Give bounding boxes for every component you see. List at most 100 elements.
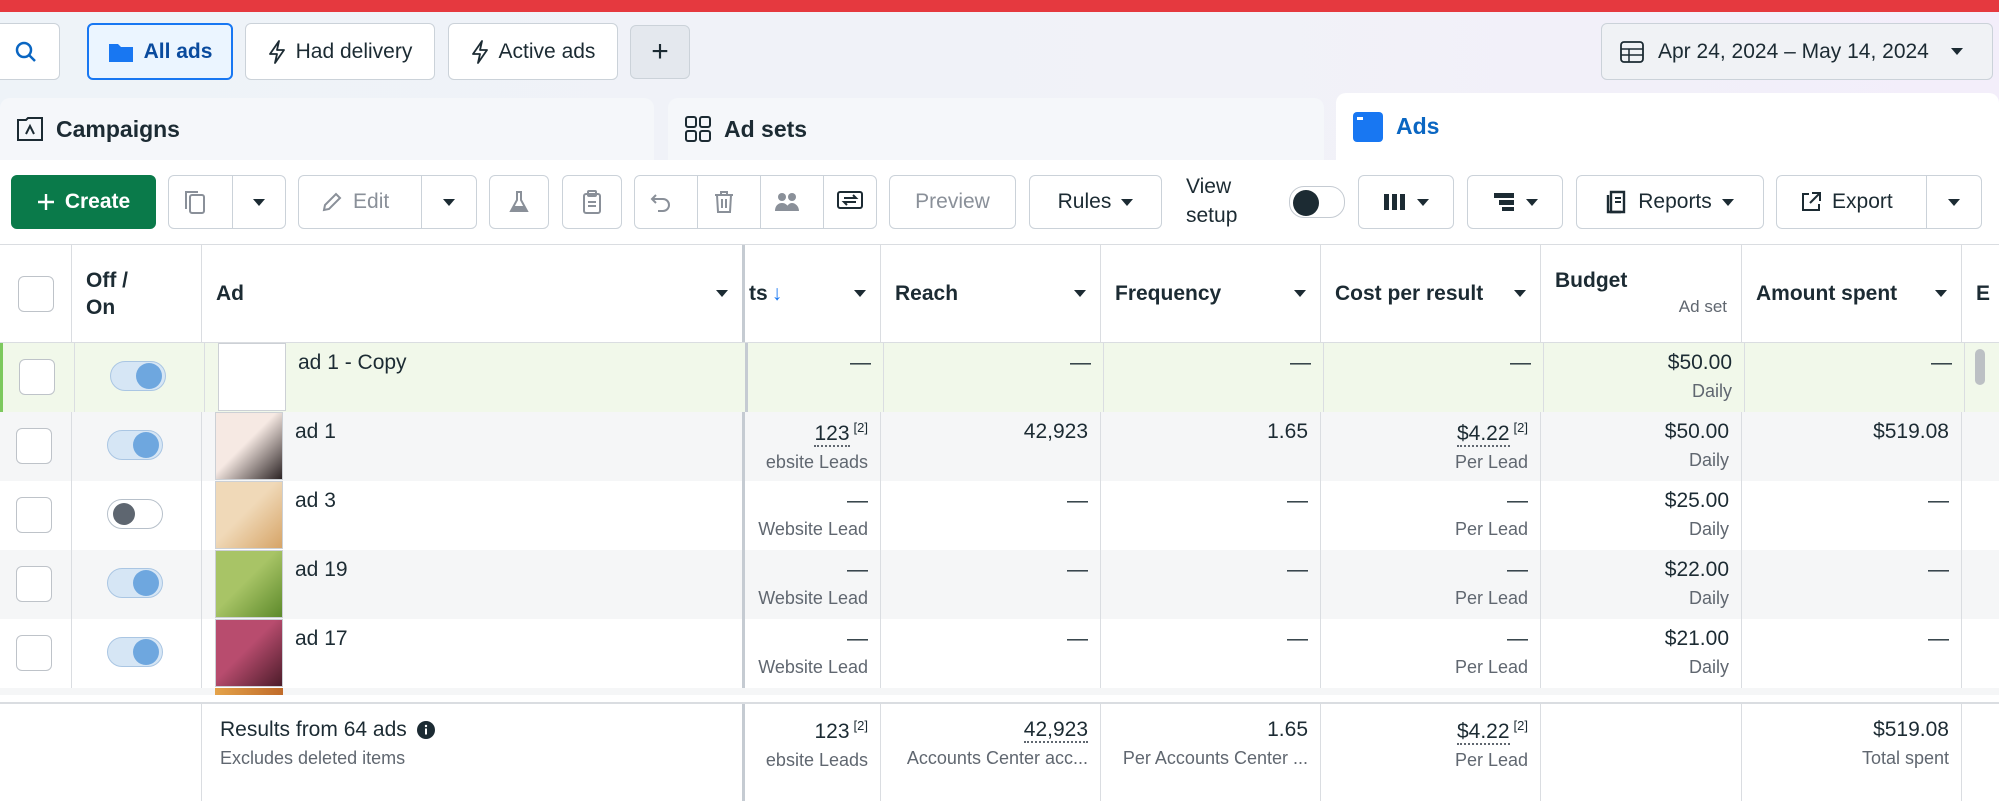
duplicate-button[interactable] [169,176,222,228]
reach-value: — [1067,489,1088,512]
row-ad-cell: ad 1 [202,412,745,481]
footer-reach: 42,923 Accounts Center acc... [881,704,1101,801]
footer-summary: Results from 64 ads Excludes deleted ite… [202,704,745,801]
chevron-down-icon [1074,290,1086,297]
rules-button[interactable]: Rules [1029,175,1162,229]
column-next[interactable]: E [1962,245,1999,342]
duplicate-dropdown[interactable] [231,176,285,228]
ad-thumbnail[interactable] [215,619,283,687]
edit-dropdown[interactable] [421,176,476,228]
vertical-scrollbar[interactable] [1975,349,1985,385]
search-button[interactable] [0,23,60,80]
ad-status-toggle[interactable] [107,568,163,598]
clipboard-button[interactable] [562,175,622,229]
reach-value: — [1067,627,1088,650]
select-all-checkbox[interactable] [17,275,54,312]
compare-button[interactable] [822,176,876,228]
ad-thumbnail[interactable] [215,412,283,480]
row-select-cell [0,619,72,688]
column-next-label: E [1976,281,1991,305]
alert-strip [0,0,1999,12]
column-reach[interactable]: Reach [881,245,1101,342]
preview-button[interactable]: Preview [889,175,1016,229]
lightning-icon [268,39,286,64]
footer-reach-value[interactable]: 42,923 [1023,718,1088,743]
ad-status-toggle[interactable] [107,499,163,529]
chevron-down-icon [1294,290,1306,297]
results-value: — [847,489,868,512]
ad-thumbnail[interactable] [218,343,286,411]
tab-ad-sets[interactable]: Ad sets [668,98,1324,160]
row-checkbox[interactable] [16,428,52,464]
create-button[interactable]: Create [11,175,156,229]
table-row[interactable]: ad 3 — Website Lead — — — Per Lead $25.00 Daily — [0,481,1999,550]
add-filter-button[interactable]: + [630,25,690,79]
undo-button[interactable] [635,176,687,228]
audience-button[interactable] [760,176,813,228]
table-row[interactable]: ad 17 — Website Lead — — — Per Lead $21.00 Daily… [0,619,1999,688]
cost-value: $4.22 [1456,422,1510,447]
date-range-label: Apr 24, 2024 – May 14, 2024 [1658,39,1929,63]
budget-period: Daily [1688,450,1729,470]
column-off-on: Off / On [72,245,202,342]
filter-all-ads[interactable]: All ads [87,23,233,80]
ad-name[interactable]: ad 1 [295,420,336,443]
column-amount-spent[interactable]: Amount spent [1742,245,1962,342]
delete-button[interactable] [697,176,750,228]
footer-cost-sup: [2] [1513,718,1528,733]
column-cost-per-result[interactable]: Cost per result [1321,245,1541,342]
ad-name[interactable]: ad 19 [295,558,348,581]
sort-arrow-icon: ↓ [771,281,783,305]
table-row[interactable]: ad 1 - Copy — — — — $50.00 Daily — [0,343,1999,412]
row-checkbox[interactable] [16,497,52,533]
row-reach-cell: 42,923 [881,412,1101,481]
footer-results-value: 123 [814,720,850,743]
reports-label: Reports [1638,190,1712,213]
column-budget[interactable]: Budget Ad set [1541,245,1742,342]
column-ad[interactable]: Ad [202,245,745,342]
column-off-on-label: Off / On [86,268,128,319]
row-checkbox[interactable] [16,635,52,671]
column-cost-per-result-label: Cost per result [1335,281,1484,305]
reports-button[interactable]: Reports [1576,175,1764,229]
column-frequency[interactable]: Frequency [1101,245,1321,342]
footer-cost-value[interactable]: $4.22 [1456,720,1510,745]
ad-status-toggle[interactable] [107,637,163,667]
filter-active-ads[interactable]: Active ads [448,23,618,80]
chevron-down-icon [716,290,728,297]
filter-had-delivery[interactable]: Had delivery [245,23,435,80]
row-next-cell [1962,412,1999,481]
table-row[interactable]: ad 19 — Website Lead — — — Per Lead $22.00 Daily… [0,550,1999,619]
row-budget-cell: $21.00 Daily [1541,619,1742,688]
tab-ads-label: Ads [1396,113,1440,139]
row-checkbox[interactable] [16,566,52,602]
export-button[interactable]: Export [1777,176,1916,228]
tab-campaigns[interactable]: Campaigns [0,98,654,160]
ad-status-toggle[interactable] [107,430,163,460]
export-dropdown[interactable] [1925,176,1981,228]
tab-ads[interactable]: Ads [1336,93,1999,160]
ad-status-toggle[interactable] [110,361,166,391]
view-setup-toggle[interactable] [1289,186,1345,218]
column-results[interactable]: ts ↓ [745,245,881,342]
export-group: Export [1776,175,1982,229]
edit-button[interactable]: Edit [299,176,411,228]
breakdown-button[interactable] [1467,175,1563,229]
table-row[interactable]: ad 1 123 [2] ebsite Leads 42,923 1.65 $4.22 [2]… [0,412,1999,481]
date-range-picker[interactable]: Apr 24, 2024 – May 14, 2024 [1601,23,1993,80]
budget-period: Daily [1691,381,1732,401]
edit-label: Edit [353,190,390,213]
row-checkbox[interactable] [19,359,55,395]
info-icon[interactable] [416,721,435,740]
ad-thumbnail[interactable] [215,550,283,618]
ad-name[interactable]: ad 3 [295,489,336,512]
spent-value: — [1928,489,1949,512]
row-results-cell: 123 [2] ebsite Leads [745,412,881,481]
columns-button[interactable] [1358,175,1454,229]
row-toggle-cell [75,343,205,412]
ad-name[interactable]: ad 1 - Copy [298,351,407,374]
ad-thumbnail[interactable] [215,481,283,549]
ab-test-button[interactable] [489,175,549,229]
ad-name[interactable]: ad 17 [295,627,348,650]
view-setup-label: View setup [1186,175,1238,227]
